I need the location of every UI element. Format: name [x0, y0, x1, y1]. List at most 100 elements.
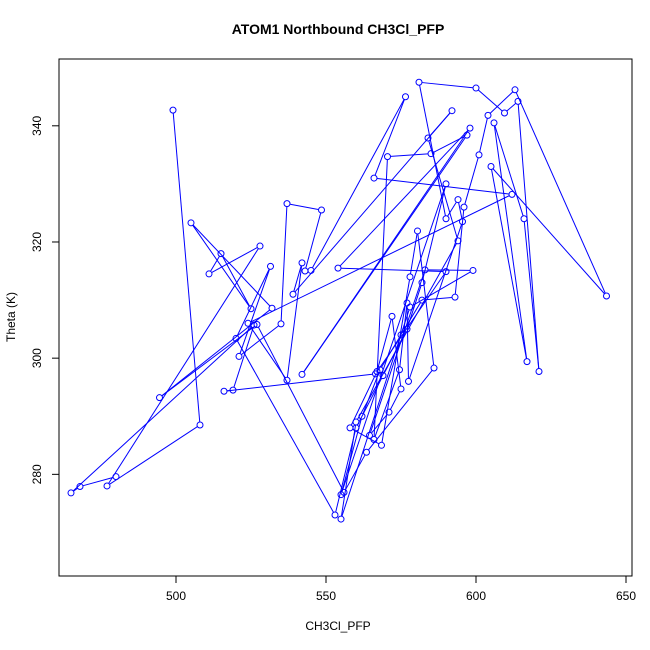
- series-segment: [222, 256, 250, 307]
- data-point: [232, 334, 240, 342]
- series-segment: [368, 370, 433, 451]
- data-point: [520, 215, 528, 223]
- data-point: [535, 368, 543, 376]
- data-point: [490, 119, 498, 127]
- series-segment: [82, 477, 114, 487]
- y-tick-label: 300: [30, 348, 44, 368]
- data-point: [169, 106, 177, 114]
- data-point: [283, 376, 291, 384]
- series-segment: [370, 272, 425, 433]
- series-segment: [494, 125, 524, 216]
- data-point: [256, 242, 264, 250]
- series-segment: [374, 372, 399, 437]
- series-segment: [384, 331, 406, 373]
- series-segment: [345, 454, 366, 490]
- series-segment: [357, 243, 457, 420]
- series-segment: [489, 91, 514, 114]
- series-segment: [506, 103, 516, 112]
- series-segment: [290, 203, 319, 210]
- data-point: [196, 421, 204, 429]
- series-segment: [517, 104, 540, 369]
- y-axis-label: Theta (K): [4, 292, 18, 342]
- data-point: [337, 515, 345, 523]
- series-segment: [373, 159, 388, 437]
- data-point: [247, 305, 255, 313]
- series-segment: [280, 206, 288, 321]
- series-segment: [227, 373, 373, 392]
- series-segment: [341, 186, 446, 492]
- x-tick-label: 550: [316, 589, 336, 603]
- x-axis: 500 550 600 650: [166, 575, 636, 603]
- data-point: [442, 215, 450, 223]
- series-segment: [350, 374, 377, 426]
- series-segment: [458, 202, 463, 219]
- data-point: [418, 296, 426, 304]
- data-point: [454, 237, 462, 245]
- x-tick-label: 500: [166, 589, 186, 603]
- series-segment: [377, 177, 509, 195]
- series-segment: [478, 89, 503, 112]
- data-point: [523, 358, 531, 366]
- series-segment: [492, 168, 605, 294]
- y-axis: 280 300 320 340: [30, 115, 60, 484]
- series-segment: [352, 428, 379, 445]
- data-point: [406, 273, 414, 281]
- data-point: [379, 372, 387, 380]
- series-segment: [293, 265, 302, 292]
- series-segment: [294, 112, 451, 293]
- data-point: [229, 386, 237, 394]
- data-point: [220, 387, 228, 395]
- series-segment: [390, 153, 428, 157]
- series-segment: [410, 234, 418, 274]
- series-segment: [108, 248, 259, 484]
- series-segment: [210, 256, 220, 272]
- series-segment: [236, 269, 270, 336]
- series-segment: [464, 157, 479, 205]
- data-point: [385, 408, 393, 416]
- data-point: [415, 78, 423, 86]
- series-segment: [237, 340, 334, 513]
- data-point: [603, 292, 610, 300]
- series-points: [67, 78, 610, 523]
- data-point: [352, 424, 360, 432]
- series-segment: [192, 225, 250, 307]
- data-point: [370, 174, 378, 182]
- data-point: [112, 473, 120, 481]
- data-point: [466, 124, 474, 132]
- series-segment: [335, 430, 356, 513]
- data-point: [472, 84, 480, 92]
- series-segment: [391, 319, 402, 386]
- series-segment: [377, 319, 392, 369]
- data-point: [396, 366, 403, 374]
- series-segment: [241, 325, 279, 355]
- series-segment: [425, 296, 452, 301]
- data-point: [250, 321, 258, 329]
- data-point: [397, 385, 405, 393]
- data-point: [514, 97, 522, 105]
- data-point: [76, 483, 84, 491]
- data-point: [253, 320, 261, 328]
- series-lines: [73, 82, 606, 517]
- series-segment: [305, 212, 322, 269]
- series-segment: [341, 419, 362, 492]
- series-segment: [390, 391, 400, 410]
- series-segment: [412, 271, 471, 306]
- chart-title: ATOM1 Northbound CH3Cl_PFP: [232, 21, 445, 37]
- data-point: [384, 153, 391, 161]
- data-point: [397, 331, 405, 339]
- data-point: [469, 266, 477, 274]
- data-point: [475, 151, 483, 159]
- data-point: [403, 299, 411, 307]
- data-point: [337, 491, 345, 499]
- series-segment: [376, 273, 445, 372]
- series-segment: [479, 118, 488, 152]
- series-segment: [249, 325, 286, 378]
- series-segment: [523, 221, 540, 369]
- series-segment: [409, 224, 462, 379]
- series-segment: [447, 202, 457, 217]
- series-segment: [341, 267, 443, 273]
- data-point: [388, 312, 396, 320]
- data-point: [421, 266, 429, 274]
- data-point: [454, 196, 462, 204]
